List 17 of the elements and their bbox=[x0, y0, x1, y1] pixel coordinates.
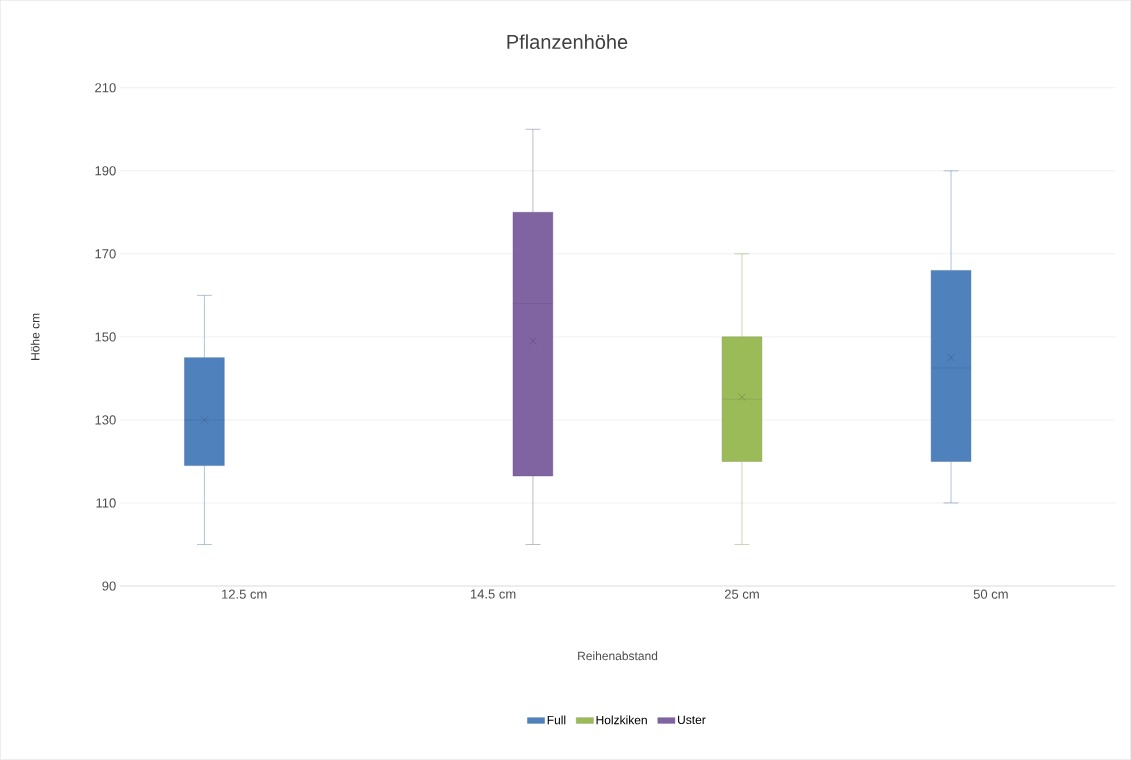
legend-label: Uster bbox=[678, 715, 706, 725]
x-tick-label: 14.5 cm bbox=[470, 589, 516, 599]
legend-label: Full bbox=[547, 715, 566, 725]
y-tick-label: 150 bbox=[95, 332, 116, 342]
x-tick-label: 25 cm bbox=[724, 589, 759, 599]
y-axis-title: Höhe cm bbox=[30, 313, 40, 360]
y-tick-label: 130 bbox=[95, 415, 116, 425]
x-axis-title: Reihenabstand bbox=[578, 651, 658, 661]
y-tick-label: 170 bbox=[95, 249, 116, 259]
chart-title: Pflanzenhöhe bbox=[507, 34, 628, 50]
x-tick-label: 50 cm bbox=[973, 589, 1008, 599]
y-tick-label: 190 bbox=[95, 166, 116, 176]
y-tick-label: 110 bbox=[96, 498, 116, 508]
x-tick-label: 12.5 cm bbox=[222, 589, 267, 599]
y-tick-label: 90 bbox=[102, 581, 116, 591]
y-tick-label: 210 bbox=[95, 83, 116, 93]
legend-label: Holzkiken bbox=[596, 715, 647, 725]
